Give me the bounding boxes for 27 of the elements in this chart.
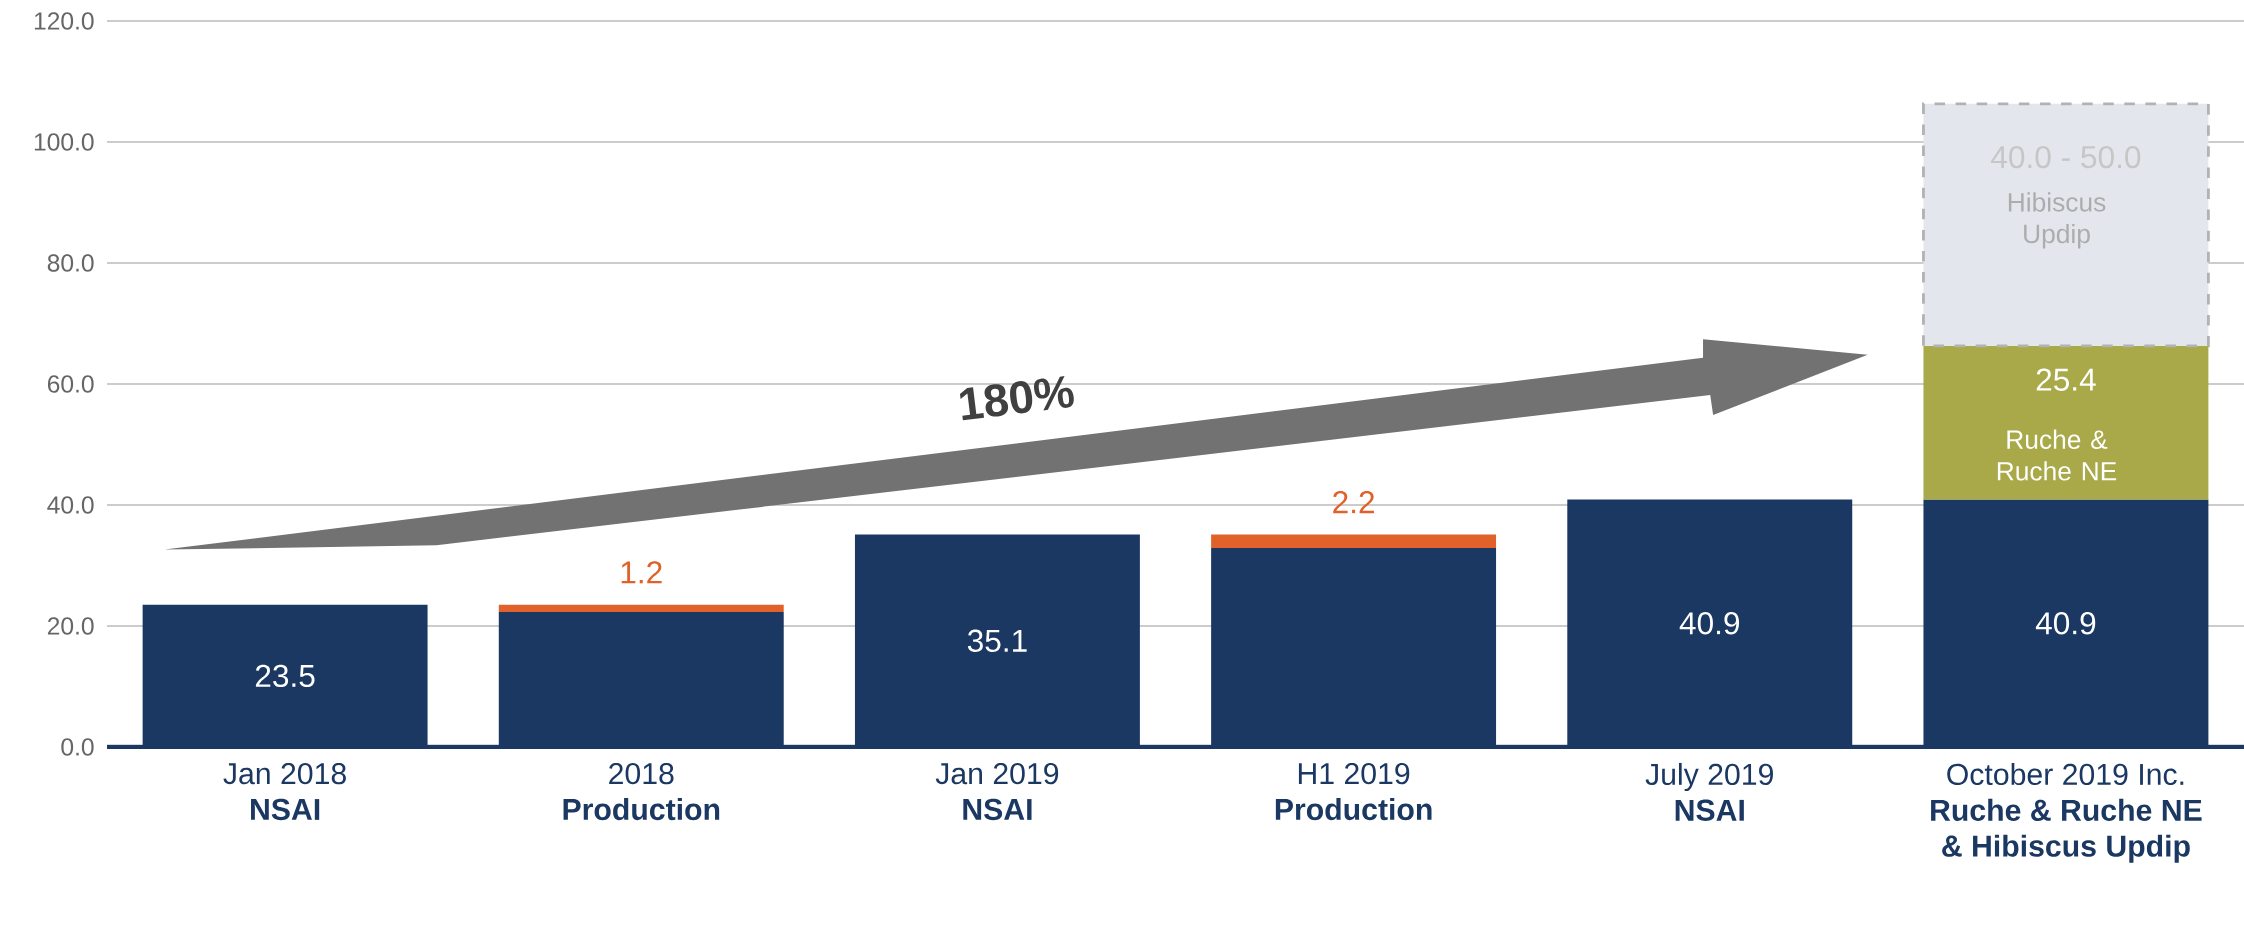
data-label: 23.5 [255,664,315,688]
bar [1923,345,2209,500]
x-tick-label: July 2019 NSAI [1645,762,1773,821]
y-tick-label: 60.0 [47,375,94,393]
bar [1211,534,1497,548]
annotation: 180% [959,376,1074,421]
x-tick-label: Jan 2018 NSAI [223,762,346,821]
y-tick-label: 100.0 [34,133,94,151]
y-tick-label: 80.0 [47,254,94,272]
y-tick-label: 0.0 [61,738,94,756]
y-tick-label: 120.0 [34,12,94,30]
annotation: Ruche & Ruche NE [1997,429,2117,481]
bar [1922,102,2210,348]
x-tick-label: 2018 Production [563,762,720,821]
x-tick-label: October 2019 Inc. Ruche & Ruche NE & Hibiscus Updip [1931,762,2202,863]
data-label: 40.9 [2035,612,2096,635]
data-label: 25.4 [2036,368,2096,391]
annotation: Hibiscus Updip [2008,192,2106,249]
data-label: 1.2 [621,561,662,584]
data-label: 35.1 [967,629,1027,653]
data-label: 2.2 [1333,491,1374,514]
bar [498,604,784,613]
y-tick-label: 40.0 [47,496,94,514]
x-tick-label: Jan 2019 NSAI [935,762,1059,821]
x-tick-label: H1 2019 Production [1275,762,1432,821]
data-label: 40.9 [1679,612,1740,635]
y-tick-label: 20.0 [47,617,94,635]
